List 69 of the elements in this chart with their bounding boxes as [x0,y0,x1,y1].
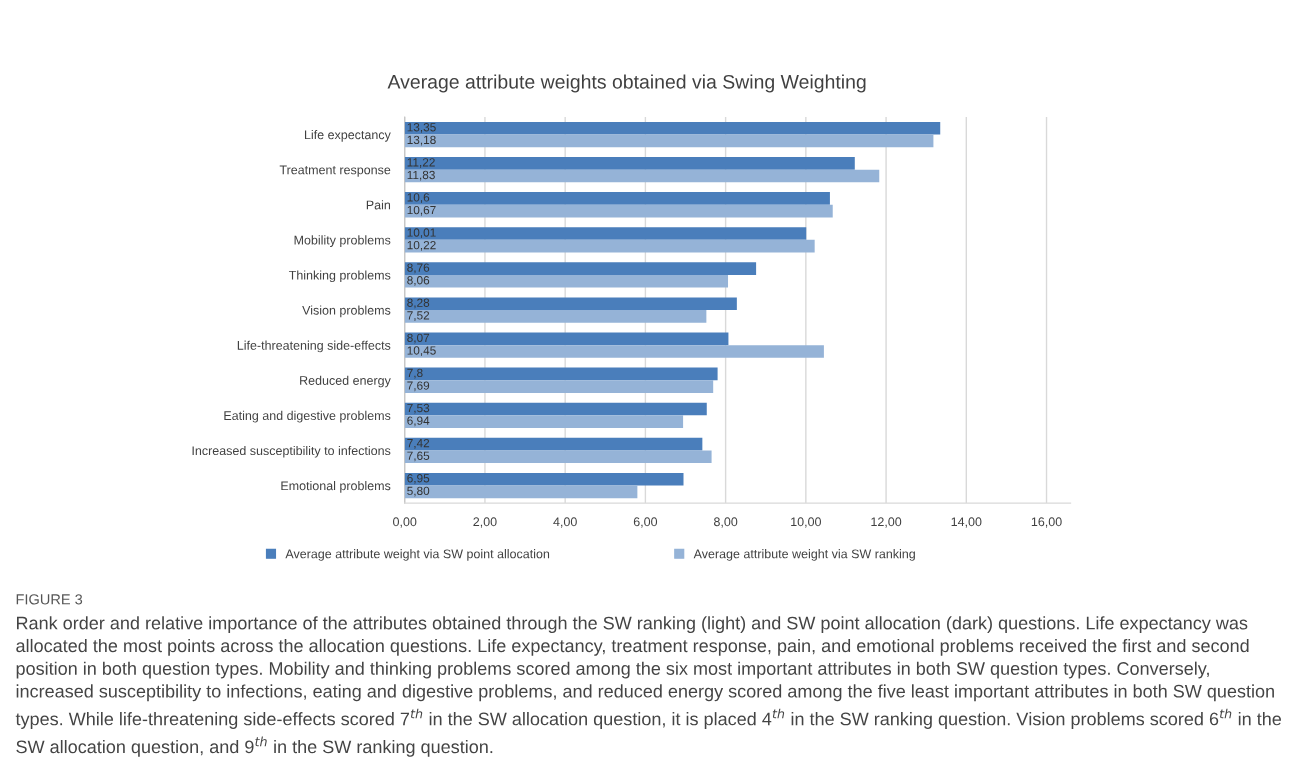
bar [404,239,815,253]
data-label: 8,06 [407,276,430,286]
data-label: 7,52 [407,311,430,321]
y-tick-label: Life-threatening side-effects [237,340,391,353]
bar [404,380,714,393]
bar [404,192,830,205]
bar [404,310,707,323]
x-tick-label: 2,00 [473,517,497,528]
bar [404,121,941,135]
bar [404,437,703,451]
x-tick-label: 10,00 [791,517,821,528]
bar [404,297,737,311]
bar [404,472,684,486]
bar [404,227,807,240]
bar [404,169,880,183]
y-tick-label: Eating and digestive problems [224,410,391,423]
bar [404,332,729,346]
bar [404,345,824,358]
data-label: 6,94 [407,416,430,427]
data-label: 10,22 [407,240,436,251]
bar [404,157,855,170]
data-label: 7,53 [407,403,430,414]
bar [404,415,684,428]
data-label: 13,18 [407,135,436,146]
bar [404,204,833,218]
y-tick-label: Thinking problems [288,270,391,283]
x-tick-label: 4,00 [553,517,577,528]
bar [404,274,729,288]
bar [404,450,712,464]
legend-label: Average attribute weight via SW point allocation [285,549,550,561]
data-label: 10,01 [407,228,436,239]
bar [404,402,707,416]
y-tick-label: Increased susceptibility to infections [192,445,391,458]
data-label: 10,67 [407,205,436,216]
bar [404,367,718,381]
x-tick-label: 16,00 [1031,517,1062,528]
data-label: 8,28 [407,298,430,309]
data-label: 7,69 [407,381,430,392]
y-tick-label: Pain [366,200,391,210]
y-tick-label: Emotional problems [281,481,391,493]
x-tick-label: 12,00 [871,517,902,528]
data-label: 7,65 [407,451,430,462]
y-tick-label: Vision problems [302,305,391,318]
x-tick-label: 0,00 [393,517,417,528]
data-label: 5,80 [407,486,430,497]
data-label: 11,22 [407,158,435,168]
data-label: 10,45 [407,346,436,357]
x-tick-label: 8,00 [714,517,738,528]
bar [404,485,638,499]
data-label: 11,83 [407,170,435,181]
data-label: 6,95 [407,474,430,484]
chart-title: Average attribute weights obtained via Swing Weighting [387,74,866,93]
y-tick-label: Mobility problems [294,235,391,247]
data-label: 10,6 [407,193,430,203]
y-tick-label: Reduced energy [300,375,391,388]
text: Rank order and relative importance of the attributes obtained through the SW ranking (light) and SW point allocation (dark) questions. Life expectancy was allocated the most points across the allocation questions. Life expectancy, treatment response, pain, and emotional problems received the first and second position in both question types. Mobility and thinking problems scored among the six most important attributes in both SW question types. Conversely, increased susceptibility to infections, eating and digestive problems, and reduced energy scored among the five least important attributes in both SW question types. While life-threatening side-effects scored 7$^{th}$ in the SW allocation question, it is placed 4$^{th}$ in the SW ranking question. Vision problems scored 6$^{th}$ in the SW allocation question, and 9$^{th}$ in the SW ranking question. [15,616,1282,757]
x-tick-label: 14,00 [951,517,982,528]
x-tick-label: 6,00 [633,517,658,528]
data-label: 7,42 [407,438,430,449]
y-tick-label: Treatment response [279,165,391,177]
bar [404,262,757,275]
caption: FIGURE 3 [16,594,83,605]
data-label: 7,8 [407,368,423,379]
data-label: 8,07 [407,333,430,344]
bar [404,134,934,148]
data-label: 8,76 [407,263,430,274]
legend-label: Average attribute weight via SW ranking [693,549,915,561]
data-label: 13,35 [407,123,436,133]
y-tick-label: Life expectancy [304,130,391,142]
